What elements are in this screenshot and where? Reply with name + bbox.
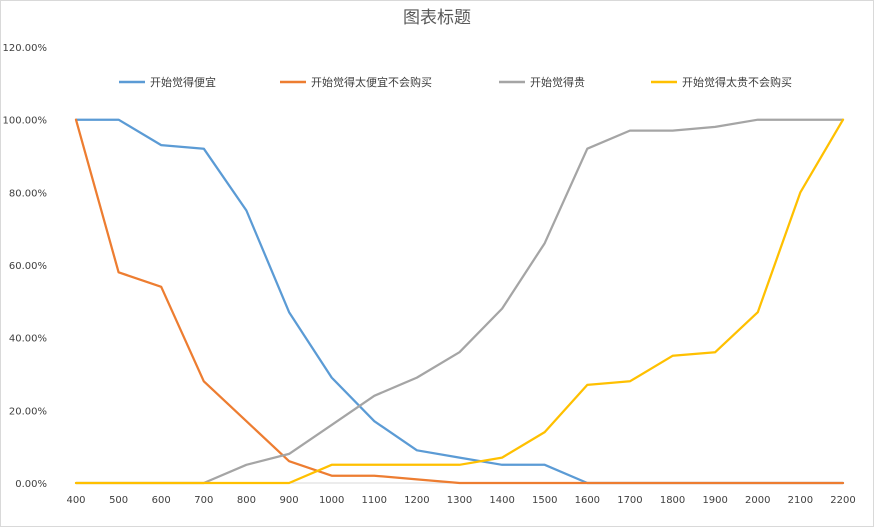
series-line — [74, 118, 845, 485]
x-tick-label: 500 — [109, 495, 128, 506]
axes: 0.00% 20.00% 40.00% 60.00% 80.00% 100.00% 120.… — [3, 43, 856, 506]
x-tick-label: 2000 — [745, 495, 770, 506]
x-tick-label: 1200 — [404, 495, 429, 506]
y-tick-label: 80.00% — [9, 188, 47, 199]
y-tick-label: 0.00% — [15, 479, 47, 490]
y-tick-label: 100.00% — [3, 116, 48, 127]
y-tick-label: 120.00% — [3, 43, 48, 54]
x-tick-label: 1900 — [702, 495, 727, 506]
legend-label: 开始觉得便宜 — [150, 75, 216, 89]
x-tick-label: 1500 — [532, 495, 557, 506]
chart-title: 图表标题 — [403, 8, 471, 28]
legend-label: 开始觉得太便宜不会购买 — [311, 75, 432, 89]
x-tick-label: 800 — [237, 495, 256, 506]
x-tick-label: 1100 — [362, 495, 387, 506]
x-tick-label: 1300 — [447, 495, 472, 506]
y-tick-label: 60.00% — [9, 261, 47, 272]
y-tick-label: 20.00% — [9, 406, 47, 417]
x-tick-label: 2100 — [788, 495, 813, 506]
x-tick-label: 600 — [152, 495, 171, 506]
series-line — [74, 118, 845, 485]
legend-item: 开始觉得便宜 — [119, 75, 216, 89]
x-tick-label: 1000 — [319, 495, 344, 506]
x-tick-label: 2200 — [830, 495, 855, 506]
legend: 开始觉得便宜 开始觉得太便宜不会购买 开始觉得贵 开始觉得太贵不会购买 — [119, 75, 792, 89]
series-line — [74, 118, 845, 485]
x-tick-label: 400 — [66, 495, 85, 506]
x-tick-label: 1800 — [660, 495, 685, 506]
legend-item: 开始觉得太贵不会购买 — [651, 75, 792, 89]
legend-item: 开始觉得太便宜不会购买 — [280, 75, 432, 89]
series-lines — [74, 118, 845, 485]
y-tick-label: 40.00% — [9, 334, 47, 345]
x-tick-label: 1600 — [575, 495, 600, 506]
series-line — [74, 118, 845, 485]
legend-item: 开始觉得贵 — [499, 75, 585, 89]
x-tick-label: 700 — [194, 495, 213, 506]
x-tick-label: 1400 — [489, 495, 514, 506]
legend-label: 开始觉得太贵不会购买 — [682, 75, 792, 89]
legend-label: 开始觉得贵 — [530, 75, 585, 89]
x-tick-label: 900 — [280, 495, 299, 506]
x-tick-label: 1700 — [617, 495, 642, 506]
